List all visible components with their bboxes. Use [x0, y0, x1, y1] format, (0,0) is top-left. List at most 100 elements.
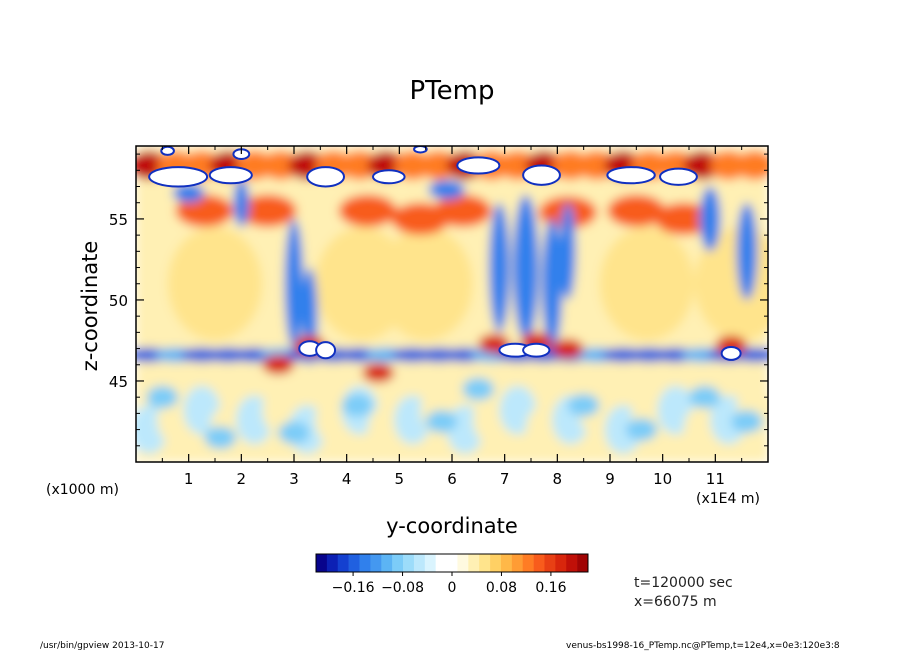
- field-blob: [462, 377, 495, 401]
- field-blob: [341, 393, 374, 417]
- field-blob: [731, 410, 763, 433]
- colorbar-swatch: [522, 554, 534, 572]
- saturated-region: [522, 164, 561, 186]
- y-ticks: 45 50 55: [109, 153, 768, 447]
- field-blob: [654, 202, 713, 236]
- field-blob: [262, 355, 295, 375]
- field-blob: [428, 180, 466, 200]
- field-blob: [378, 227, 474, 341]
- colorbar-swatch: [490, 554, 502, 572]
- colorbar-swatch: [381, 554, 393, 572]
- field-blob: [607, 194, 666, 228]
- field-blob: [599, 227, 695, 341]
- x-tick-label: 1: [184, 470, 194, 488]
- colorbar-tick-label: 0.08: [486, 580, 517, 596]
- field-blob: [736, 202, 758, 300]
- time-annotation: t=120000 sec: [634, 575, 733, 591]
- colorbar-swatch: [533, 554, 545, 572]
- colorbar-swatch: [479, 554, 491, 572]
- colorbar-swatch: [326, 554, 339, 572]
- field-blob: [578, 150, 616, 181]
- x-axis-label-text: y-coordinate: [386, 514, 518, 538]
- saturated-region: [372, 169, 406, 185]
- x-tick-label: 5: [395, 470, 405, 488]
- colorbar-tick-label: −0.16: [332, 580, 375, 596]
- field-blob: [552, 338, 584, 359]
- colorbar-swatch: [555, 554, 567, 572]
- field-blob: [341, 150, 379, 181]
- colorbar-swatch: [359, 554, 371, 572]
- colorbar-swatch: [468, 554, 480, 572]
- field-blob: [262, 150, 300, 181]
- field-blob: [559, 202, 576, 300]
- field-blob: [689, 385, 721, 409]
- field-blob: [736, 150, 768, 181]
- colorbar-swatch: [413, 554, 426, 572]
- y-axis-unit: (x1000 m): [46, 482, 119, 498]
- x-tick-label: 4: [342, 470, 352, 488]
- y-tick-label: 50: [109, 292, 128, 310]
- x-ticks: 1 2 3 4 5 6 7 8 9 10 11: [161, 146, 743, 488]
- heatmap-field: [136, 146, 768, 462]
- saturated-region: [413, 146, 428, 154]
- field-blob: [338, 194, 397, 228]
- saturated-region: [315, 341, 337, 360]
- field-blob: [278, 421, 310, 445]
- colorbar-swatch: [392, 554, 404, 572]
- field-blob: [512, 194, 539, 341]
- colorbar: −0.16 −0.08 0 0.08 0.16: [315, 553, 589, 596]
- field-blob: [425, 410, 458, 433]
- colorbar-tick-label: 0.16: [535, 580, 566, 596]
- footer-left-text: /usr/bin/gpview 2013-10-17: [40, 641, 165, 651]
- field-blob: [625, 418, 658, 441]
- x-tick-label: 9: [605, 470, 615, 488]
- colorbar-tick-label: −0.08: [381, 580, 424, 596]
- field-blob: [420, 150, 458, 181]
- saturated-region: [522, 342, 551, 358]
- y-tick-label: 55: [109, 211, 128, 229]
- saturated-region: [208, 166, 253, 185]
- field-blob: [146, 385, 179, 409]
- field-blob: [541, 218, 563, 349]
- field-blob: [433, 194, 492, 228]
- field-blob: [394, 150, 431, 181]
- colorbar-swatch: [544, 554, 556, 572]
- colorbar-swatch: [566, 554, 578, 572]
- x-tick-label: 10: [653, 470, 672, 488]
- field-blob: [567, 393, 600, 417]
- x-tick-label: 11: [706, 470, 725, 488]
- x-axis-label: y-coordinate: [0, 514, 904, 538]
- x-tick-label: 8: [553, 470, 563, 488]
- field-blob: [167, 227, 263, 341]
- colorbar-swatch: [337, 554, 349, 572]
- colorbar-swatch: [511, 554, 524, 572]
- colorbar-swatch: [446, 554, 458, 572]
- field-blob: [710, 150, 747, 181]
- field-blob: [488, 202, 510, 333]
- colorbar-swatch: [370, 554, 382, 572]
- chart-title: PTemp: [409, 76, 495, 106]
- colorbar-swatch: [424, 554, 436, 572]
- saturated-region: [606, 166, 656, 185]
- x-tick-label: 2: [237, 470, 247, 488]
- colorbar-swatch: [500, 554, 513, 572]
- field-blob: [175, 194, 234, 228]
- position-annotation: x=66075 m: [634, 594, 717, 610]
- footer-right-text: venus-bs1998-16_PTemp.nc@PTemp,t=12e4,x=…: [566, 641, 840, 651]
- colorbar-swatch: [577, 554, 589, 572]
- saturated-region: [148, 166, 209, 188]
- saturated-region: [720, 345, 742, 361]
- x-tick-label: 7: [500, 470, 510, 488]
- field-blob: [233, 178, 250, 228]
- saturated-region: [659, 167, 698, 186]
- x-tick-label: 3: [289, 470, 299, 488]
- field-blob: [172, 183, 205, 203]
- colorbar-swatch: [316, 554, 328, 572]
- saturated-region: [160, 146, 175, 156]
- field-blob: [204, 426, 237, 450]
- field-blob: [284, 218, 304, 349]
- saturated-region: [306, 166, 346, 188]
- saturated-region: [456, 156, 501, 175]
- colorbar-swatch: [403, 554, 415, 572]
